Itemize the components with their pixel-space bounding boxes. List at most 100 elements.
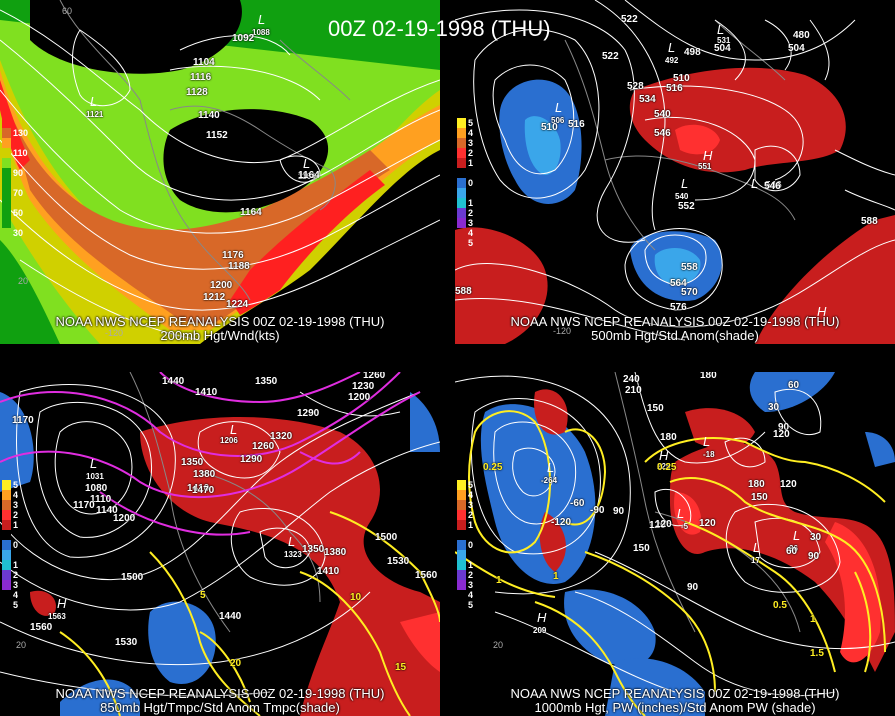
legend-swatch	[457, 148, 466, 158]
height-label: 180	[700, 372, 717, 381]
height-label: 1410	[187, 483, 210, 494]
wind-speed-legend: 130 110 90 70 50 30	[2, 118, 28, 238]
legend-label: 1	[468, 560, 474, 570]
legend-label: 90	[13, 168, 24, 178]
legend-swatch	[2, 158, 11, 168]
height-label: 120	[780, 479, 797, 490]
height-label: 504	[714, 43, 731, 54]
height-label: -90	[590, 505, 605, 516]
legend-swatch	[457, 550, 466, 560]
high-value: 209	[533, 626, 547, 635]
grid-label: -120	[105, 328, 124, 338]
low-value: 1164	[298, 172, 316, 181]
height-label: 1092	[232, 33, 255, 44]
low-marker: L	[258, 12, 266, 27]
height-label: 90	[778, 422, 790, 433]
low-value: -264	[541, 476, 558, 485]
low-marker: L	[547, 460, 555, 475]
legend-swatch	[457, 480, 466, 490]
std-anomaly-legend: 5 4 3 2 1 0 1 2 3 4 5	[457, 118, 473, 248]
warm-anomaly-main	[140, 417, 440, 716]
legend-swatch	[2, 178, 11, 188]
low-marker: L	[90, 94, 98, 109]
legend-swatch	[457, 580, 466, 590]
pw-label: 0.5	[773, 600, 787, 611]
height-label: 1176	[222, 250, 244, 261]
height-label: 480	[793, 30, 810, 41]
panel-1000mb-map: 5 4 3 2 1 0 1 2 3 4 5 20 L -264 L -18 L …	[455, 372, 895, 716]
legend-swatch	[457, 560, 466, 570]
low-marker: L	[90, 456, 98, 471]
height-label: 120	[655, 519, 672, 530]
height-label: 1380	[324, 547, 347, 558]
height-label: 1104	[193, 57, 215, 68]
temperature-label: 10	[350, 592, 362, 603]
legend-swatch	[457, 128, 466, 138]
cold-anomaly-west	[0, 392, 34, 492]
height-label: 1170	[12, 415, 34, 426]
height-label: 1140	[198, 110, 220, 121]
height-label: 180	[660, 432, 677, 443]
high-marker: H	[537, 610, 547, 625]
legend-label: 5	[13, 480, 19, 490]
legend-swatch	[2, 530, 11, 540]
legend-swatch	[457, 178, 466, 188]
low-value: 26	[789, 544, 798, 553]
temperature-label: 5	[200, 590, 206, 601]
legend-label: 2	[468, 208, 474, 218]
legend-label: 5	[468, 480, 474, 490]
low-value: 531	[717, 36, 731, 45]
legend-label: 1	[468, 158, 474, 168]
low-marker: L	[681, 176, 689, 191]
legend-label: 3	[13, 500, 19, 510]
height-label: 240	[623, 374, 640, 385]
legend-swatch	[457, 158, 466, 168]
low-value: 1088	[252, 28, 270, 37]
low-marker: L	[717, 22, 725, 37]
height-label: 522	[621, 14, 638, 25]
pw-label: 1.5	[810, 648, 824, 659]
low-marker: L	[751, 176, 759, 191]
low-value: 506	[551, 116, 565, 125]
legend-label: 2	[13, 570, 19, 580]
height-label: 1200	[348, 392, 371, 403]
height-label: 180	[748, 479, 765, 490]
panel-500mb-map: 5 4 3 2 1 0 1 2 3 4 5 -120 L 506 L 492 L…	[455, 0, 895, 344]
height-label: 1128	[186, 87, 208, 98]
legend-label: 50	[13, 208, 24, 218]
map-title: 00Z 02-19-1998 (THU)	[328, 16, 551, 41]
low-value: -5	[681, 522, 689, 531]
cold-anomaly-west-core	[524, 116, 561, 175]
height-label: 588	[861, 216, 878, 227]
pw-label: 0.25	[657, 462, 677, 473]
legend-label: 2	[13, 510, 19, 520]
height-label: -60	[570, 498, 585, 509]
legend-swatch	[457, 218, 466, 228]
low-marker: L	[230, 422, 238, 437]
height-label: 1500	[121, 572, 144, 583]
cold-anomaly-south-core	[654, 248, 701, 285]
height-label: 1320	[270, 431, 293, 442]
legend-label: 4	[13, 590, 19, 600]
low-marker: L	[288, 534, 296, 549]
coastline-group	[59, 0, 351, 301]
height-label: 1188	[228, 261, 250, 272]
height-label: 1260	[363, 372, 386, 381]
legend-label: 1	[13, 560, 19, 570]
legend-swatch	[457, 500, 466, 510]
legend-swatch	[457, 530, 466, 540]
low-value: -18	[703, 450, 715, 459]
legend-swatch	[2, 208, 11, 218]
height-label: 522	[602, 51, 619, 62]
legend-swatch	[2, 480, 11, 490]
precipitable-water-contours	[455, 410, 886, 716]
high-value: 225	[657, 462, 671, 471]
height-contours-1000	[455, 372, 895, 697]
panel-caption-source: NOAA NWS NCEP REANALYSIS 00Z 02-19-1998 …	[510, 686, 840, 701]
height-label: 1224	[226, 299, 249, 310]
legend-swatch	[457, 490, 466, 500]
legend-swatch	[457, 198, 466, 208]
legend-swatch	[2, 580, 11, 590]
wind-core-darkorange	[0, 80, 390, 325]
warm-anomaly-core	[400, 612, 440, 672]
